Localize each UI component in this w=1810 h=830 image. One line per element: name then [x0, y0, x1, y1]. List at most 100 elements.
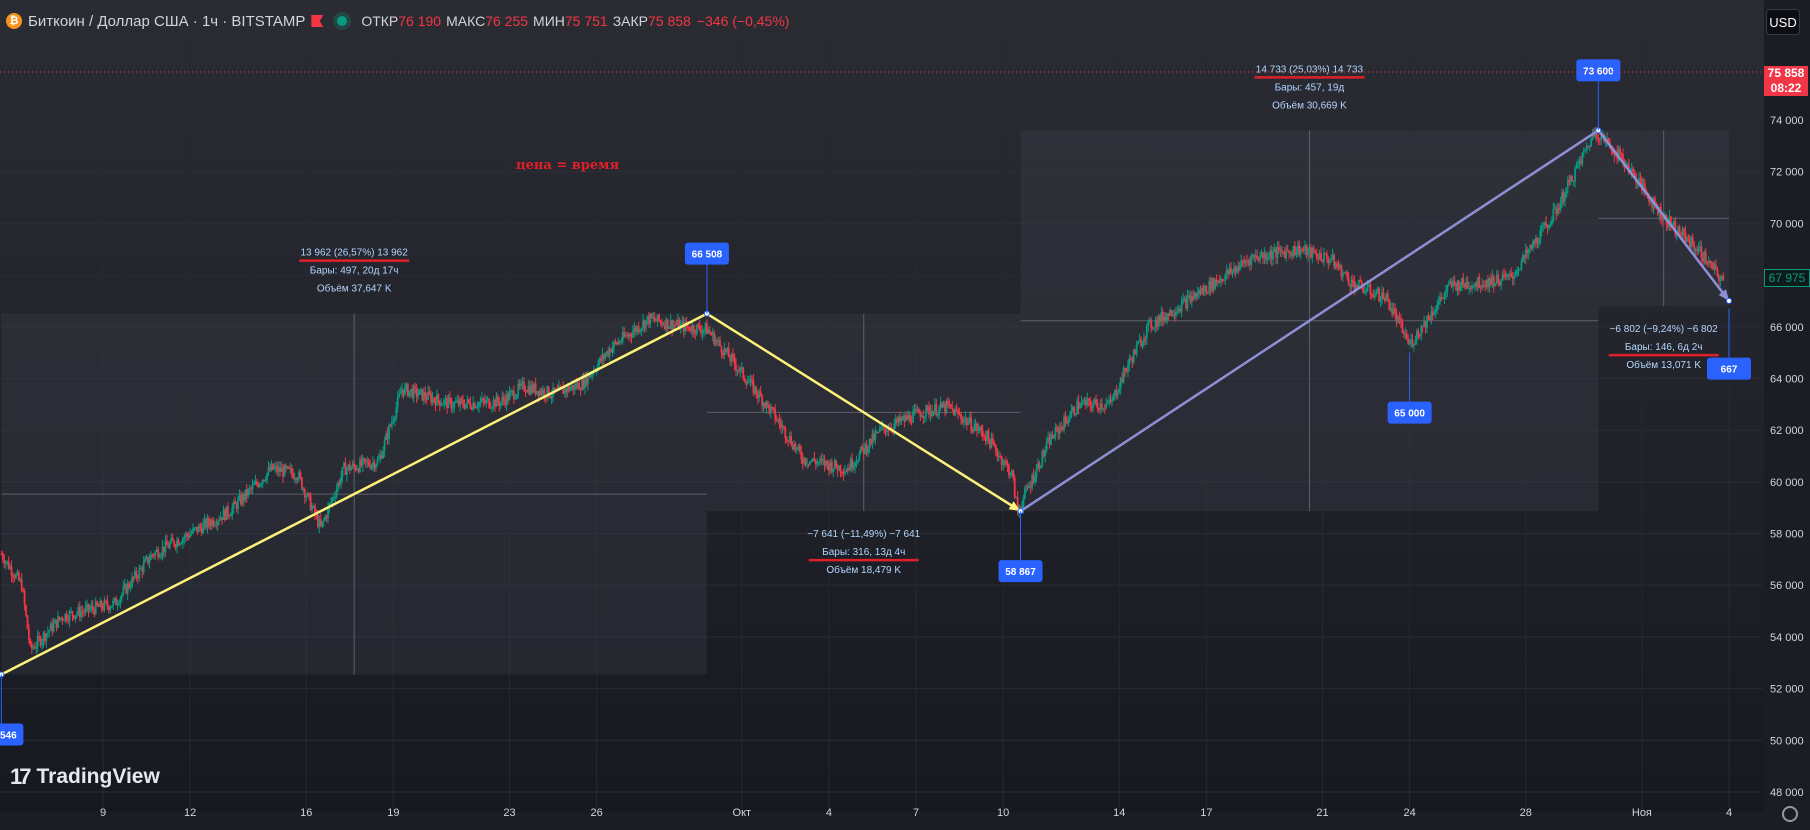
flag-icon[interactable] [311, 15, 324, 27]
candle-body [1227, 269, 1230, 274]
currency-button[interactable]: USD [1766, 9, 1800, 35]
candle-body [1317, 257, 1320, 260]
candle-body [325, 516, 328, 519]
candle-body [1490, 278, 1492, 285]
time-tick-label: Ноя [1632, 807, 1652, 819]
candle-body [549, 396, 552, 398]
candle-body [167, 545, 170, 548]
candle-body [408, 390, 411, 397]
candle-body [1503, 274, 1505, 276]
candle-body [711, 332, 714, 336]
candle-body [1285, 250, 1288, 258]
candle-body [1100, 403, 1103, 409]
candle-body [1160, 312, 1163, 322]
candle-body [10, 566, 13, 576]
candle-body [1598, 139, 1601, 141]
candle-body [971, 430, 974, 432]
candle-body [613, 341, 615, 348]
candle-body [675, 324, 678, 326]
candle-body [179, 543, 181, 546]
candle-body [1415, 331, 1418, 341]
candle-body [1386, 293, 1389, 300]
pivot-price-badge[interactable] [1707, 357, 1751, 380]
candle-body [1385, 293, 1388, 302]
candle-body [1492, 276, 1495, 287]
candle-body [1053, 437, 1055, 439]
candle-body [293, 478, 296, 480]
candle-body [1288, 250, 1291, 254]
candle-body [817, 461, 820, 463]
settings-gear-icon[interactable] [1782, 806, 1798, 822]
candle-body [1580, 160, 1582, 164]
candle-body [289, 468, 292, 470]
candle-body [903, 416, 906, 422]
candle-body [623, 332, 626, 337]
candle-body [706, 323, 708, 334]
candle-body [1363, 290, 1366, 293]
chart-note-text[interactable]: цена = время [516, 158, 620, 173]
candle-body [1717, 275, 1720, 281]
candle-body [1347, 277, 1350, 285]
candle-body [1151, 328, 1154, 330]
candle-body [1029, 485, 1032, 488]
candle-body [361, 458, 364, 466]
candle-body [1677, 226, 1680, 234]
pivot-price-badge[interactable] [684, 242, 729, 265]
candle-body [839, 465, 842, 473]
candle-body [20, 579, 23, 591]
candle-body [928, 407, 930, 415]
candle-body [420, 389, 422, 391]
bitcoin-icon: ₿ [6, 13, 22, 29]
candle-body [269, 467, 271, 471]
candle-body [695, 324, 698, 334]
price-tick-label: 60 000 [1770, 477, 1804, 489]
candle-body [1611, 149, 1614, 155]
candle-body [406, 384, 409, 397]
ohlc-values: ОТКР76 190 МАКС76 255 МИН75 751 ЗАКР75 858 [361, 13, 691, 29]
candle-body [33, 647, 36, 649]
candle-body [1128, 358, 1131, 365]
candle-body [160, 554, 162, 557]
candle-body [559, 385, 562, 388]
candle-body [210, 519, 213, 527]
candle-body [483, 400, 486, 403]
drawing-anchor-point[interactable] [1726, 297, 1732, 304]
symbol-title[interactable]: Биткоин / Доллар США · 1ч · BITSTAMP [28, 12, 306, 30]
candle-body [1526, 249, 1529, 254]
pivot-price-badge[interactable] [0, 723, 24, 746]
candle-body [1482, 284, 1485, 287]
candle-body [1508, 273, 1511, 275]
candle-body [630, 336, 633, 338]
candle-body [359, 459, 361, 472]
candle-body [347, 464, 350, 469]
candle-body [1047, 437, 1050, 442]
candle-body [405, 384, 408, 387]
candle-body [29, 640, 32, 644]
candle-body [1115, 390, 1118, 396]
candle-body [1308, 247, 1311, 249]
candle-body [1084, 400, 1087, 406]
pivot-price-badge[interactable] [998, 560, 1043, 583]
candle-body [173, 540, 176, 546]
logo-text: TradingView [36, 765, 160, 788]
tradingview-logo[interactable]: 17 TradingView [10, 764, 160, 790]
candle-body [906, 415, 909, 420]
candle-body [916, 409, 919, 411]
candle-body [472, 402, 475, 410]
candle-body [258, 484, 261, 487]
drawing-anchor-point[interactable] [0, 671, 5, 678]
candle-body [1324, 253, 1327, 255]
candle-body [453, 402, 456, 408]
candle-body [107, 606, 110, 611]
candle-body [1497, 275, 1500, 283]
candle-body [444, 398, 447, 400]
pivot-price-badge[interactable] [1576, 59, 1621, 82]
candle-body [1683, 228, 1685, 233]
price-axis[interactable] [1764, 0, 1810, 830]
pivot-price-badge[interactable] [1387, 401, 1432, 424]
candle-body [1340, 264, 1343, 277]
candle-body [78, 607, 81, 617]
time-axis[interactable] [0, 812, 1810, 830]
